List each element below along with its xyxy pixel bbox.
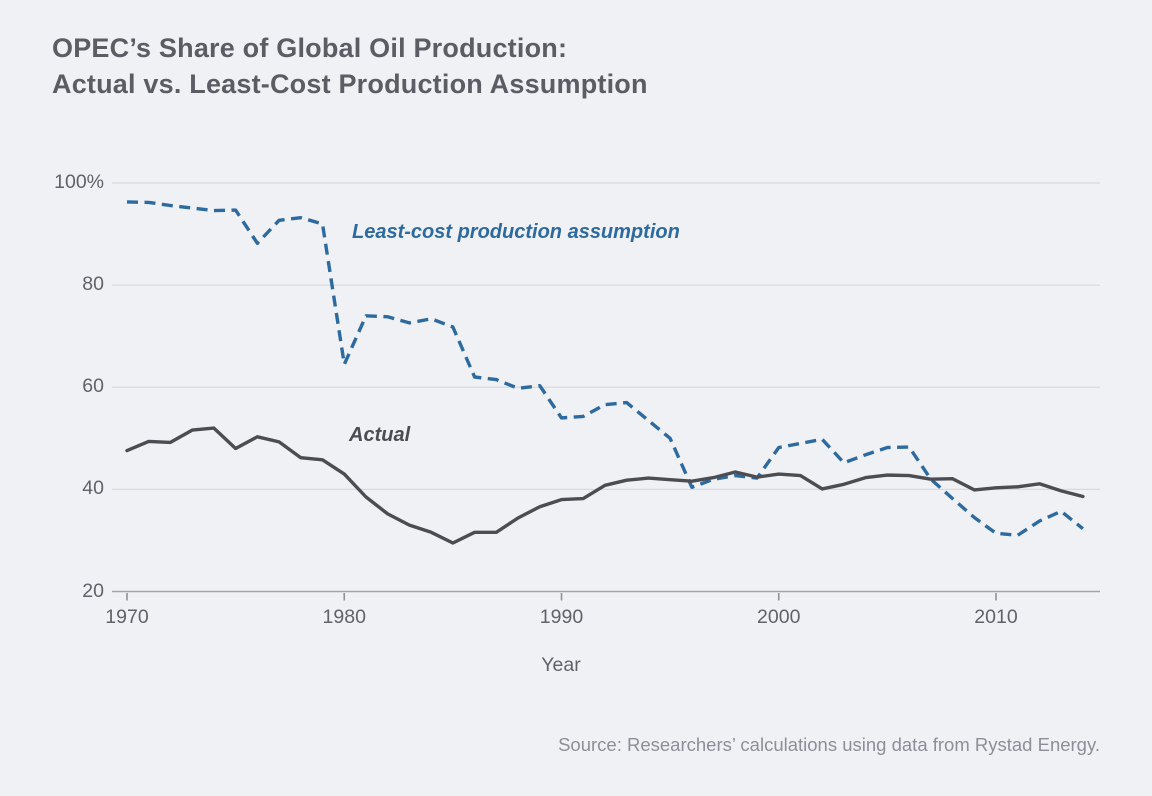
chart-title: OPEC’s Share of Global Oil Production: A… (52, 30, 648, 102)
y-tick-label-20: 20 (82, 579, 104, 602)
y-tick-label-60: 60 (82, 375, 104, 398)
series-label-least-cost: Least-cost production assumption (352, 221, 680, 243)
y-tick-label-100: 100% (54, 171, 104, 193)
x-tick-label-2010: 2010 (974, 606, 1018, 628)
series-actual-line (125, 426, 1085, 545)
x-tick-label-1970: 1970 (105, 606, 149, 628)
series-label-actual: Actual (349, 424, 411, 446)
x-tick-label-1990: 1990 (539, 606, 584, 628)
y-tick-label-80: 80 (82, 273, 104, 296)
x-tick-label-2000: 2000 (757, 606, 801, 628)
source-note: Source: Researchers’ calculations using … (558, 734, 1100, 755)
chart-title-line-1: OPEC’s Share of Global Oil Production: (52, 33, 568, 63)
chart-title-line-2: Actual vs. Least-Cost Production Assumpt… (52, 69, 648, 99)
y-tick-label-40: 40 (82, 477, 104, 500)
x-tick-label-1980: 1980 (322, 606, 366, 628)
x-axis-title: Year (541, 654, 581, 676)
series-least-cost-line (126, 200, 1084, 537)
